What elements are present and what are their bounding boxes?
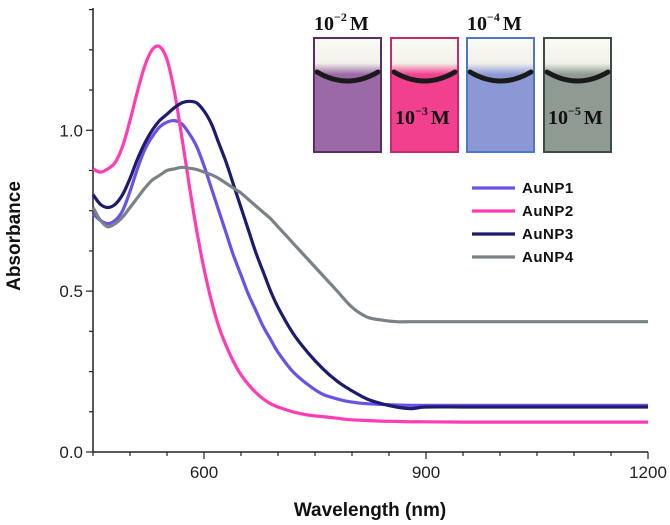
series-layer xyxy=(91,44,648,424)
legend-label-aunp3: AuNP3 xyxy=(522,226,574,243)
y-axis-title: Absorbance xyxy=(4,181,25,291)
vial-2 xyxy=(390,37,459,153)
vial-1 xyxy=(313,37,382,153)
x-tick-label: 900 xyxy=(412,463,440,482)
vial-photo-inset: 10−2 M 10−3 M 10−4 M 10−5 M xyxy=(313,10,612,153)
x-axis-title: Wavelength (nm) xyxy=(294,500,446,521)
vial-meniscus xyxy=(314,69,381,84)
vial-label-1: 10−2 M xyxy=(314,10,369,35)
y-tick-label: 0.5 xyxy=(59,282,83,301)
y-tick-label: 0.0 xyxy=(59,443,83,462)
series-line-aunp2 xyxy=(92,44,648,424)
legend-label-aunp2: AuNP2 xyxy=(522,203,574,220)
series-line-aunp4 xyxy=(91,165,648,324)
vial-3 xyxy=(466,37,535,153)
vial-meniscus xyxy=(391,69,458,84)
legend-label-aunp1: AuNP1 xyxy=(522,180,574,197)
vial-meniscus xyxy=(544,69,611,84)
vial-label-4: 10−5 M xyxy=(548,104,603,129)
axes: 600 900 1200 0.0 0.5 1.0 xyxy=(59,8,667,482)
vial-label-2: 10−3 M xyxy=(395,104,450,129)
vial-4 xyxy=(543,37,612,153)
x-tick-label: 600 xyxy=(190,463,218,482)
legend: AuNP1 AuNP2 AuNP3 AuNP4 xyxy=(472,180,574,266)
vial-label-3: 10−4 M xyxy=(467,10,522,35)
vial-meniscus xyxy=(467,69,534,84)
x-tick-label: 1200 xyxy=(629,463,667,482)
y-tick-label: 1.0 xyxy=(59,121,83,140)
legend-label-aunp4: AuNP4 xyxy=(522,249,574,266)
series-line-aunp3 xyxy=(91,99,648,411)
